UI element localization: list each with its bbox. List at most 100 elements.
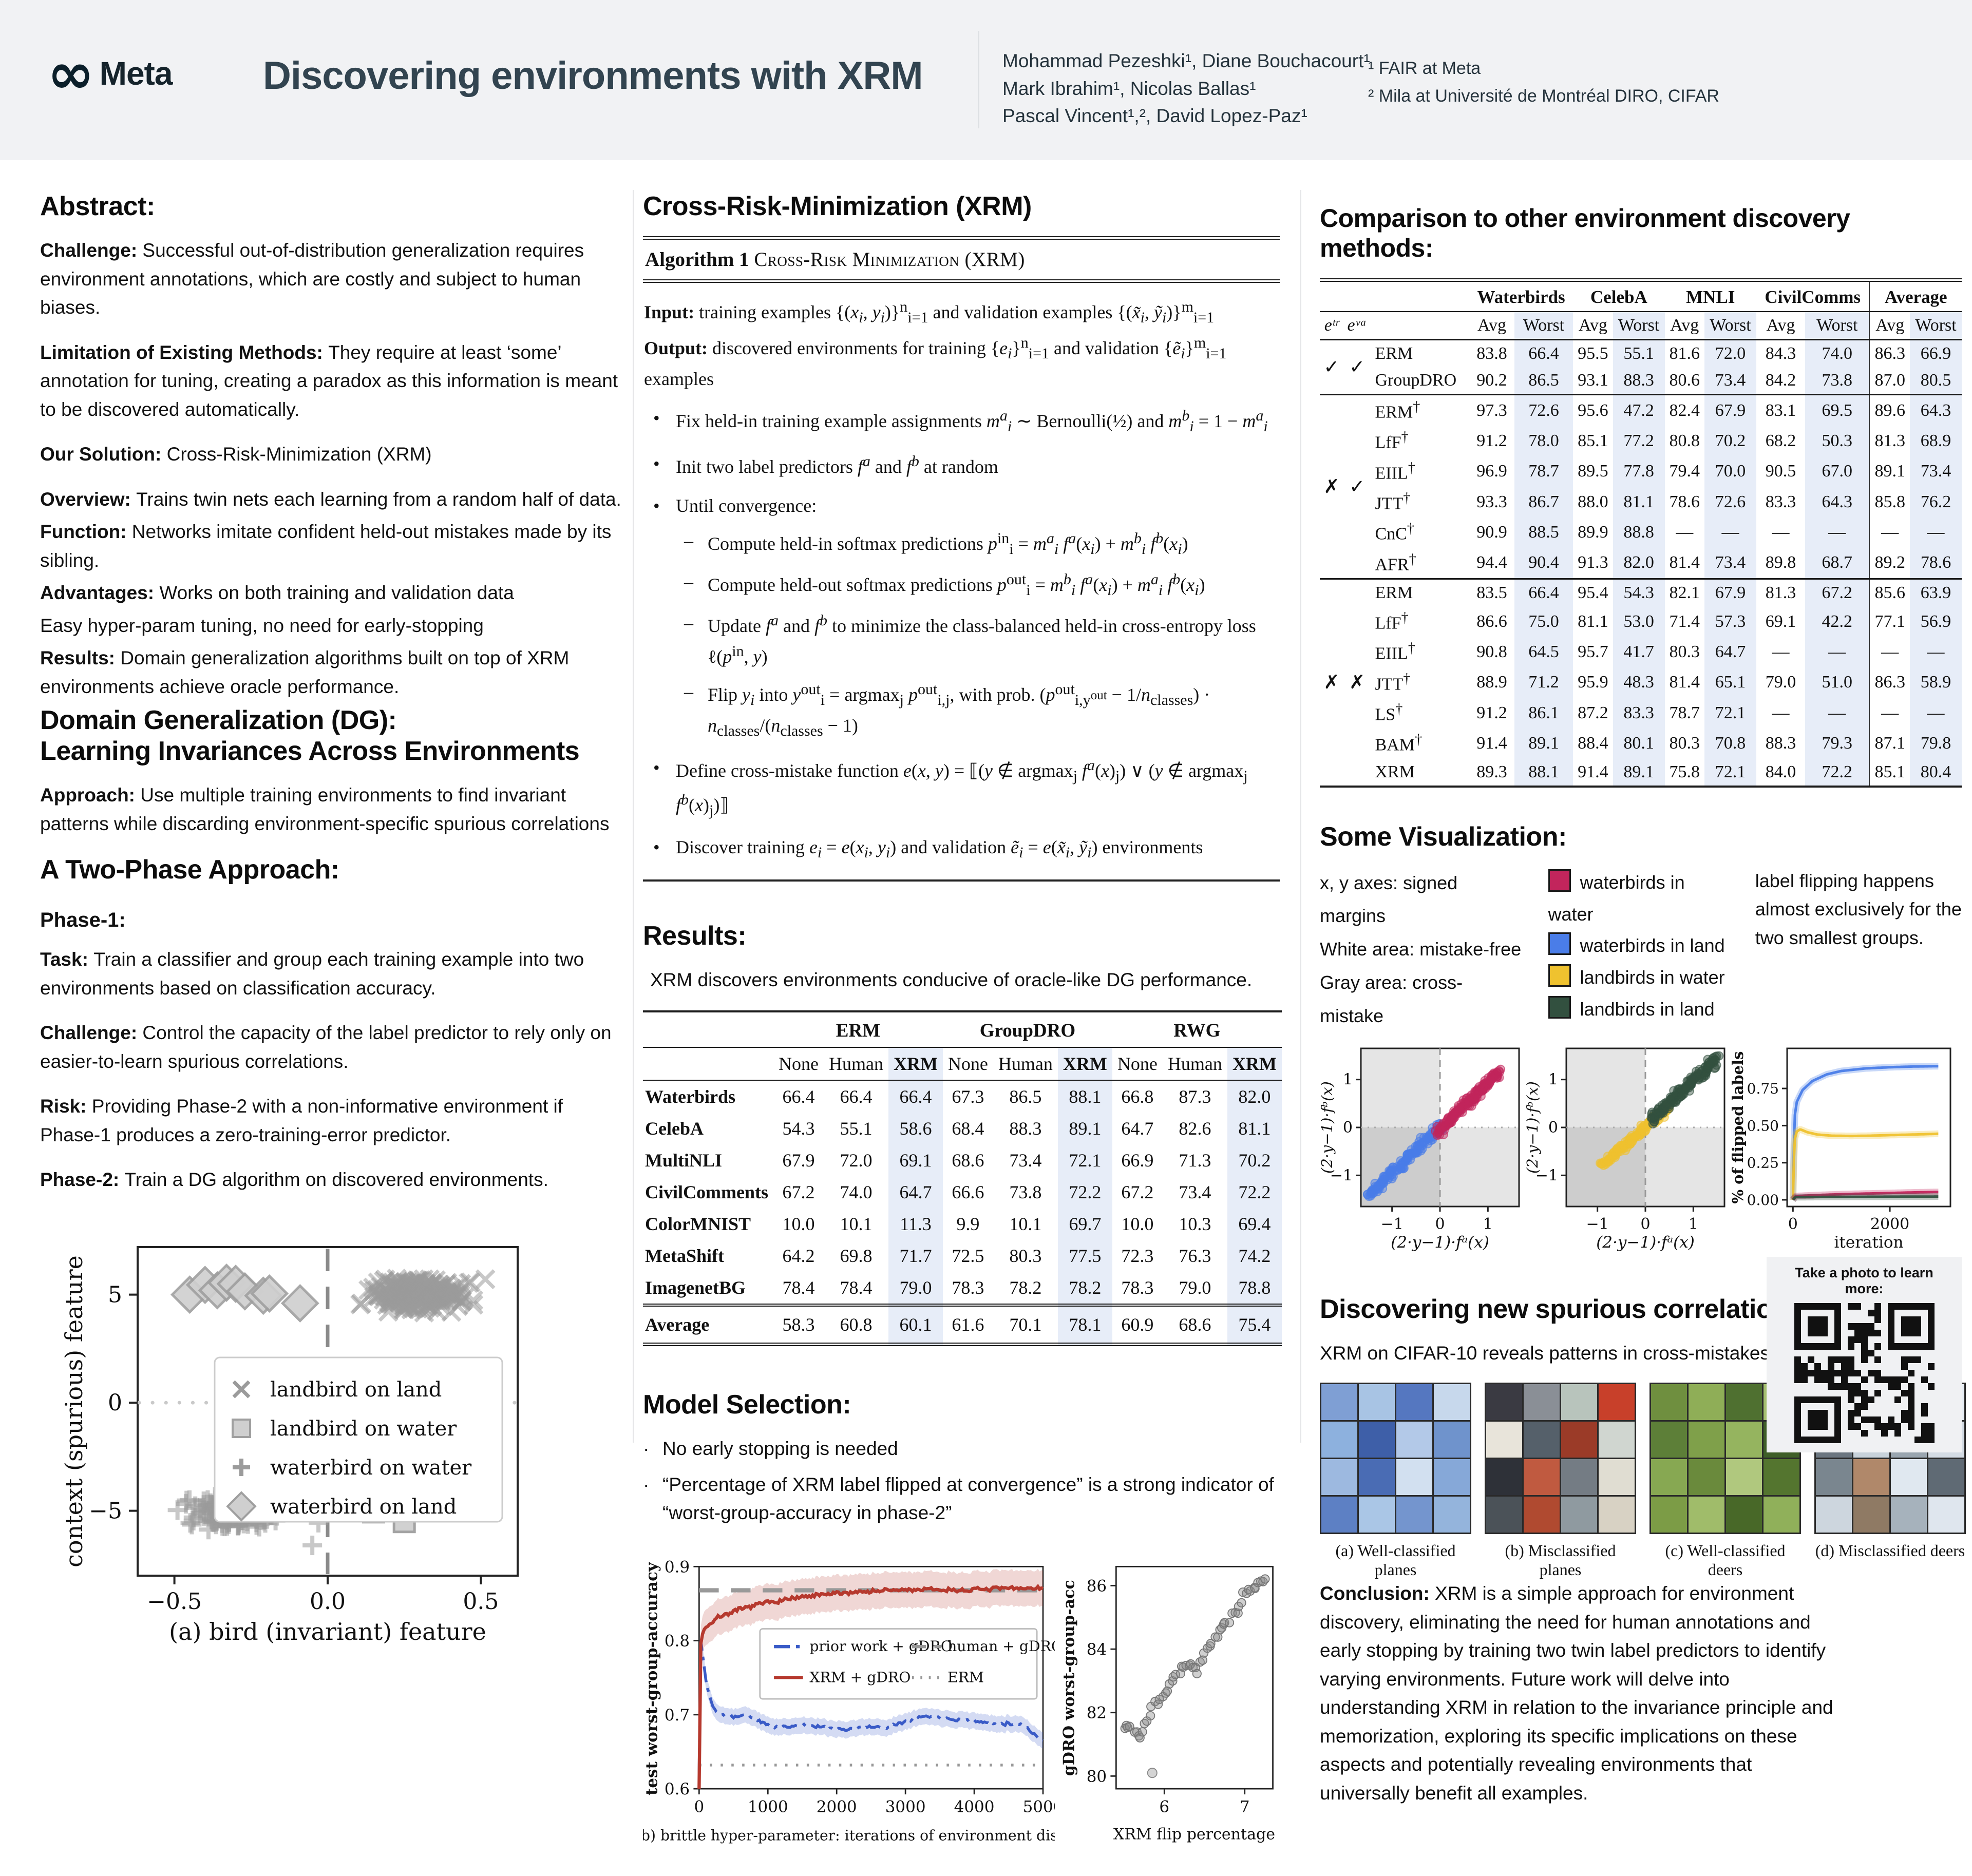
algorithm-line: – Compute held-out softmax predictions po… <box>684 570 1205 599</box>
cifar-thumbnail <box>1689 1384 1724 1421</box>
algorithm-line: • Define cross-mistake function e(x, y) =… <box>653 757 1248 819</box>
svg-text:0.25: 0.25 <box>1747 1154 1779 1171</box>
table-row: BAM† 91.4 89.1 88.4 80.1 80.3 70.8 88.3 79.3 87.1… <box>1320 728 1962 759</box>
cifar-thumbnail <box>1816 1497 1852 1533</box>
cluster-waterbirds-in-land <box>1362 1119 1448 1201</box>
legend-item: waterbirds in water <box>1548 867 1732 930</box>
cifar-thumbnail <box>1599 1459 1635 1496</box>
table-row: LS† 91.2 86.1 87.2 83.3 78.7 72.1— — — — <box>1320 697 1962 729</box>
svg-text:0.75: 0.75 <box>1747 1080 1779 1097</box>
toy-scatter-figure: −0.5 0.0 0.5 5 0 −5 (a) bird (invariant) featu… <box>60 1246 519 1645</box>
svg-text:test worst-group-accuracy: test worst-group-accuracy <box>643 1562 661 1795</box>
svg-text:84: 84 <box>1086 1640 1106 1659</box>
svg-text:0: 0 <box>694 1798 704 1816</box>
text-line: White area: mistake-free <box>1320 939 1522 960</box>
svg-text:7: 7 <box>1240 1798 1250 1816</box>
table-row: EIIL† 96.9 78.7 89.5 77.8 79.4 70.0 90.5 67.0 89.… <box>1320 456 1962 487</box>
table-row: XRM 89.3 88.1 91.4 89.1 75.8 72.1 84.0 72.2 85.1 8… <box>1320 758 1962 787</box>
cifar-thumbnail <box>1486 1459 1522 1496</box>
cifar-thumbnail <box>1524 1422 1560 1458</box>
legend-swatch <box>1548 932 1571 955</box>
table-row: GroupDRO 90.2 86.5 93.1 88.3 80.6 73.4 84.2 73.8… <box>1320 367 1962 395</box>
svg-text:0.0: 0.0 <box>310 1588 346 1615</box>
visualization-plots: −1 −1 0 0 1 1 (2·y−1)·fᵃ(x) (2·y−1)·fᵇ(x) −1 −1 0… <box>1320 1042 1962 1264</box>
table-row: LfF† 86.6 75.0 81.1 53.0 71.4 57.3 69.1 42.2 77.1… <box>1320 606 1962 637</box>
svg-text:80: 80 <box>1086 1767 1106 1786</box>
legend-swatch <box>1548 996 1571 1019</box>
bullet-item: · “Percentage of XRM label flipped at con… <box>643 1473 1274 1524</box>
svg-text:4000: 4000 <box>954 1798 995 1816</box>
cifar-thumbnail <box>1561 1497 1597 1533</box>
svg-text:XRM flip percentage: XRM flip percentage <box>1113 1825 1275 1843</box>
svg-text:waterbird on water: waterbird on water <box>270 1456 472 1480</box>
model-selection-plots: 0.6 0.7 0.8 0.9 0 1000 2000 3000 4000 5000 prior w… <box>643 1545 1280 1876</box>
svg-text:(2·y−1)·fᵃ(x): (2·y−1)·fᵃ(x) <box>1596 1233 1695 1252</box>
table-row: CnC† 90.9 88.5 89.9 88.8— — — — — — <box>1320 517 1962 548</box>
svg-text:(a) bird (invariant) feature: (a) bird (invariant) feature <box>169 1618 486 1645</box>
viz-axes-description: x, y axes: signed margins White area: mis… <box>1320 867 1525 1033</box>
svg-text:iteration: iteration <box>1834 1233 1903 1252</box>
visualization-heading: Some Visualization: <box>1320 821 1567 852</box>
cifar-thumbnail <box>1651 1422 1687 1458</box>
qr-code <box>1794 1303 1935 1443</box>
grid-caption: (d) Misclassified deers <box>1815 1541 1965 1560</box>
subheading: Phase-1: <box>40 909 126 931</box>
paragraph: Our Solution: Cross-Risk-Minimization (X… <box>40 444 432 465</box>
algorithm-body: Input: training examples {(xi, yi)}ni=1 … <box>643 283 1280 864</box>
cifar-thumbnail <box>1524 1497 1560 1533</box>
qr-label: Take a photo to learn more: <box>1795 1265 1933 1296</box>
paragraph: Phase-2: Train a DG algorithm on discove… <box>40 1169 548 1190</box>
text-line: Gray area: cross-mistake <box>1320 972 1463 1026</box>
conclusion-text: XRM is a simple approach for environment… <box>1320 1583 1833 1804</box>
table-row: JTT† 88.9 71.2 95.9 48.3 81.4 65.1 79.0 51.0 86.3… <box>1320 667 1962 698</box>
cifar-thumbnail <box>1321 1497 1357 1533</box>
cifar-thumbnail <box>1396 1384 1432 1421</box>
grid-caption: (b) Misclassified planes <box>1505 1541 1616 1579</box>
cifar-thumbnail <box>1321 1384 1357 1421</box>
cifar-thumbnail <box>1726 1497 1762 1533</box>
svg-text:(2·y−1)·fᵇ(x): (2·y−1)·fᵇ(x) <box>1525 1081 1541 1174</box>
svg-text:waterbird on land: waterbird on land <box>270 1495 457 1519</box>
comparison-table: Waterbirds CelebA MNLI CivilComms Average eᵗʳ… <box>1320 278 1962 788</box>
column-divider-2 <box>1300 190 1301 1443</box>
cifar-thumbnail <box>1764 1459 1799 1496</box>
bullet-item: · No early stopping is needed <box>643 1438 898 1460</box>
svg-text:(b) brittle hyper-parameter: i: (b) brittle hyper-parameter: iterations … <box>643 1827 1055 1844</box>
svg-text:0: 0 <box>1640 1215 1650 1233</box>
table-row: CelebA 54.3 55.1 58.6 68.4 88.3 89.1 64.7 82.6 81… <box>643 1113 1282 1145</box>
cifar-thumbnail <box>1689 1459 1724 1496</box>
cifar-thumbnail <box>1891 1497 1927 1533</box>
svg-text:0.9: 0.9 <box>665 1558 690 1576</box>
meta-logo: ∞ Meta <box>47 45 173 102</box>
cifar-thumbnail <box>1599 1384 1635 1421</box>
conclusion-paragraph: Conclusion: XRM is a simple approach for… <box>1320 1579 1838 1807</box>
paragraph: Overview: Trains twin nets each learning… <box>40 488 621 510</box>
cifar-thumbnail <box>1359 1459 1395 1496</box>
xrm-heading: Cross-Risk-Minimization (XRM) <box>643 192 1032 221</box>
paragraph: Results: Domain generalization algorithm… <box>40 647 570 697</box>
svg-text:82: 82 <box>1086 1704 1106 1722</box>
table-row: MultiNLI 67.9 72.0 69.1 68.6 73.4 72.1 66.9 71.3… <box>643 1144 1282 1177</box>
svg-text:2000: 2000 <box>817 1798 857 1816</box>
comparison-heading: Comparison to other environment discover… <box>1320 204 1850 262</box>
abstract-heading: Abstract: <box>40 192 155 221</box>
svg-text:landbird on water: landbird on water <box>270 1417 457 1441</box>
svg-text:0.7: 0.7 <box>665 1706 690 1725</box>
algorithm-line: – Flip yi into youti = argmaxj pouti,j, w… <box>684 680 1210 740</box>
cifar-thumbnail <box>1651 1459 1687 1496</box>
table-row: ImagenetBG 78.4 78.4 79.0 78.3 78.2 78.2 78.3 79… <box>643 1272 1282 1306</box>
algorithm-line: – Update fa and fb to minimize the class-… <box>684 611 1256 667</box>
paragraph: Function: Networks imitate confident hel… <box>40 521 612 571</box>
svg-text:0.5: 0.5 <box>463 1588 499 1615</box>
legend-swatch <box>1548 869 1571 892</box>
cifar-thumbnail <box>1486 1422 1522 1458</box>
paragraph: Challenge: Successful out-of-distributio… <box>40 240 584 318</box>
cifar-thumbnail <box>1359 1422 1395 1458</box>
cifar-thumbnail <box>1321 1422 1357 1458</box>
two-phase-paragraphs: Phase-1: Task: Train a classifier and gro… <box>40 909 627 1194</box>
cifar-thumbnail <box>1599 1422 1635 1458</box>
svg-text:1: 1 <box>1689 1215 1698 1233</box>
model-selection-heading: Model Selection: <box>643 1390 851 1420</box>
cluster-landbirds-in-land <box>1646 1051 1724 1128</box>
paragraph: Limitation of Existing Methods: They req… <box>40 341 618 420</box>
